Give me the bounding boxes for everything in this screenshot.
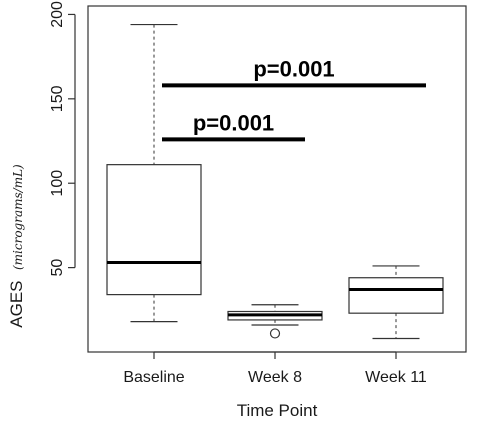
y-axis: 50 100 150 200 [49, 1, 76, 277]
box-series [106, 23, 444, 340]
y-axis-title: AGES (micrograms/mL) [7, 164, 26, 328]
p-value-label: p=0.001 [253, 56, 334, 81]
p-value-label: p=0.001 [193, 110, 274, 135]
y-tick-label: 200 [49, 1, 66, 28]
outlier-point [269, 328, 281, 339]
y-axis-label: AGES [7, 280, 26, 327]
significance-annotations: p=0.001 p=0.001 [162, 56, 426, 142]
box-baseline [106, 23, 202, 323]
box-week-11 [348, 265, 444, 340]
significance-bracket-1: p=0.001 [162, 110, 305, 142]
x-axis: Baseline Week 8 Week 11 [123, 351, 427, 386]
box-week-8 [227, 304, 323, 339]
y-tick-label: 100 [49, 170, 66, 197]
iqr-box [106, 164, 202, 296]
x-axis-title: Time Point [237, 401, 318, 420]
x-tick-label: Week 8 [248, 369, 302, 386]
y-tick-label: 150 [49, 85, 66, 112]
significance-bracket-2: p=0.001 [162, 56, 426, 88]
x-tick-label: Week 11 [365, 369, 427, 386]
y-tick-label: 50 [49, 259, 66, 277]
iqr-box [348, 277, 444, 314]
y-axis-title-group: AGES (micrograms/mL) [7, 164, 26, 328]
y-axis-unit: (micrograms/mL) [11, 164, 25, 270]
x-tick-label: Baseline [123, 369, 184, 386]
